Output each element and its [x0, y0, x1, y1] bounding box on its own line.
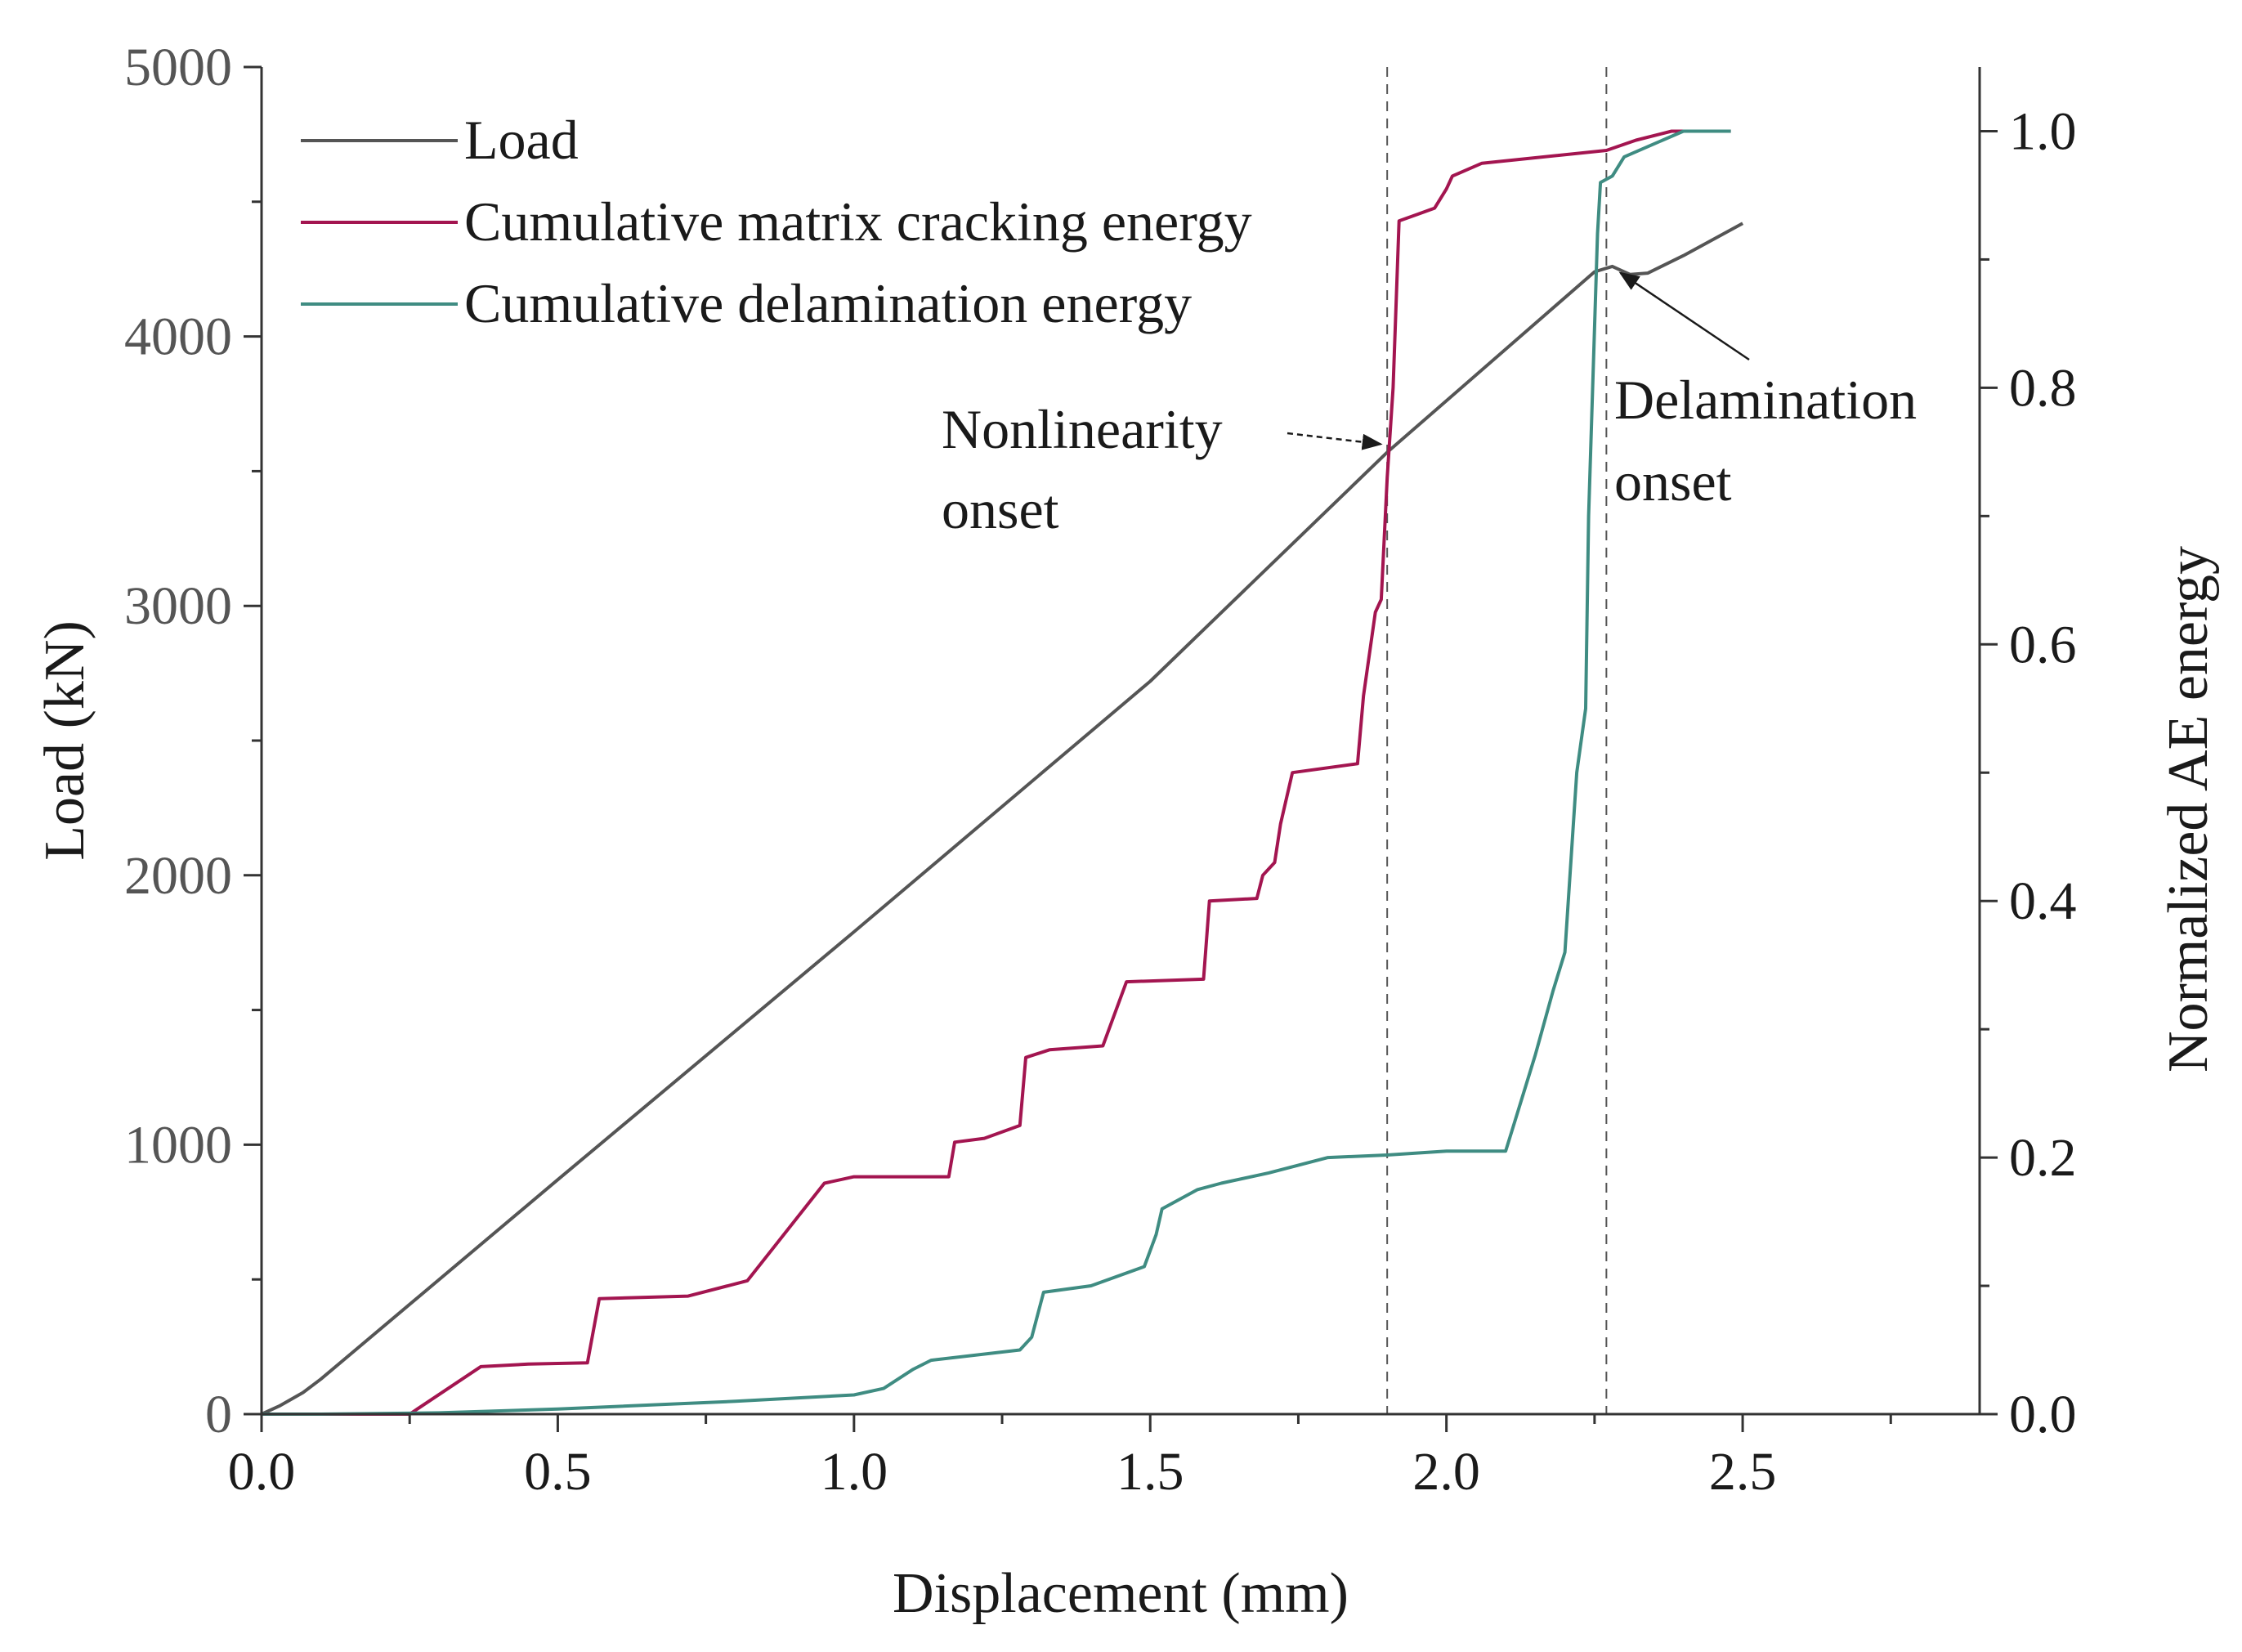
y-right-tick-label: 0.0	[2009, 1385, 2077, 1444]
annotation-nonlinearity-onset: Nonlinearity onset	[942, 398, 1383, 540]
y-right-tick-label: 0.2	[2009, 1128, 2077, 1188]
series-load-line	[261, 222, 1744, 1416]
annotation-delamination-onset: Delamination onset	[1614, 271, 1917, 513]
y-right-tick-label: 1.0	[2009, 101, 2077, 161]
x-tick-label: 2.5	[1709, 1442, 1777, 1502]
y-left-axis-title: Load (kN)	[34, 620, 96, 861]
legend-label-load: Load	[464, 109, 579, 171]
x-axis-title: Displacement (mm)	[893, 1562, 1349, 1625]
y-right-tick-label: 0.4	[2009, 871, 2077, 931]
y-left-tick-label: 0	[205, 1385, 232, 1444]
x-tick-label: 0.5	[524, 1442, 592, 1502]
series-matrix-cracking-line	[262, 129, 1731, 1416]
y-right-axis-title: Normalized AE energy	[2157, 546, 2220, 1072]
annotation-nonlinearity-line2: onset	[942, 478, 1059, 540]
x-tick-label: 1.0	[821, 1442, 888, 1502]
legend-item-delamination: Cumulative delamination energy	[301, 272, 1192, 334]
y-left-tick-label: 2000	[124, 846, 232, 906]
series-delamination-line	[262, 129, 1731, 1416]
y-right-tick-label: 0.8	[2009, 358, 2077, 418]
series-lines	[261, 129, 1744, 1416]
legend-label-matrix-cracking: Cumulative matrix cracking energy	[464, 190, 1252, 253]
legend-label-delamination: Cumulative delamination energy	[464, 272, 1192, 334]
y-left-tick-label: 5000	[124, 38, 232, 97]
x-tick-label: 0.0	[228, 1442, 296, 1502]
x-axis-ticks: 0.0 0.5 1.0 1.5 2.0 2.5	[228, 1414, 1892, 1502]
legend: Load Cumulative matrix cracking energy C…	[301, 109, 1252, 334]
annotation-delamination-line1: Delamination	[1614, 369, 1917, 431]
annotation-nonlinearity-line1: Nonlinearity	[942, 398, 1223, 460]
annotation-delamination-arrow	[1618, 271, 1750, 361]
annotation-delamination-line2: onset	[1614, 450, 1732, 513]
legend-item-matrix-cracking: Cumulative matrix cracking energy	[301, 190, 1252, 253]
legend-item-load: Load	[301, 109, 579, 171]
y-right-tick-label: 0.6	[2009, 615, 2077, 674]
y-left-tick-label: 4000	[124, 307, 232, 367]
y-left-axis-ticks: 0 1000 2000 3000 4000 5000	[124, 38, 262, 1444]
y-right-axis-ticks: 0.0 0.2 0.4 0.6 0.8 1.0	[1980, 101, 2077, 1444]
reference-lines	[1386, 67, 1608, 1414]
x-tick-label: 1.5	[1117, 1442, 1184, 1502]
y-left-tick-label: 1000	[124, 1115, 232, 1175]
x-tick-label: 2.0	[1412, 1442, 1480, 1502]
y-left-tick-label: 3000	[124, 576, 232, 636]
